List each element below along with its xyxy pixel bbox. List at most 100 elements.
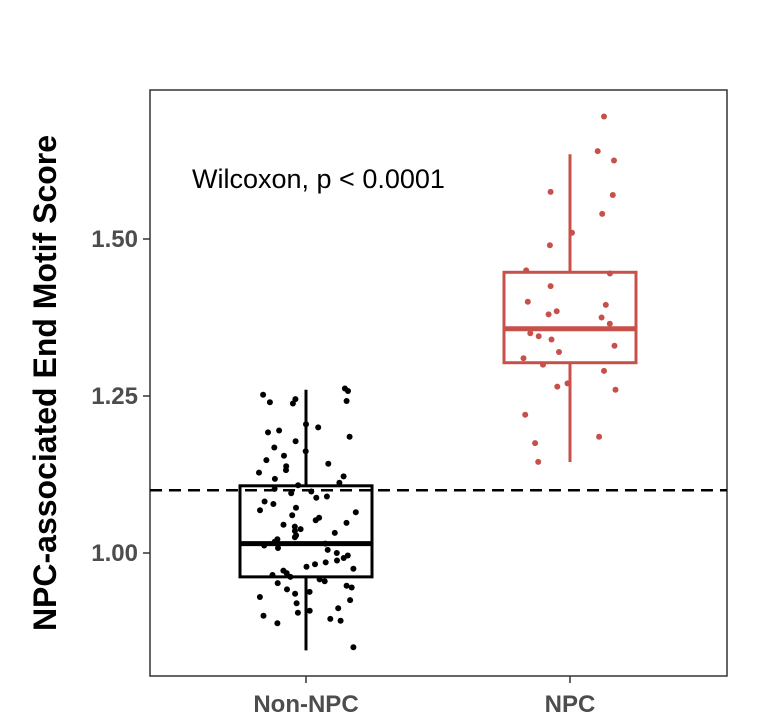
x-tick-label: NPC — [545, 691, 596, 718]
data-point — [535, 458, 542, 465]
data-point — [303, 563, 310, 570]
data-point — [527, 330, 534, 337]
data-point — [269, 572, 276, 578]
data-point — [609, 192, 616, 198]
data-point — [287, 573, 294, 580]
data-point — [256, 594, 263, 600]
data-point — [520, 355, 527, 362]
data-point — [312, 517, 319, 524]
data-point — [524, 298, 531, 305]
data-point — [601, 367, 607, 374]
data-point — [345, 388, 351, 394]
data-point — [263, 457, 270, 464]
data-point — [295, 482, 302, 489]
data-point — [256, 469, 262, 476]
data-point — [346, 433, 353, 440]
data-point — [606, 320, 613, 327]
data-point — [276, 427, 283, 434]
data-point — [308, 488, 315, 495]
data-point — [293, 504, 299, 511]
data-point — [334, 557, 340, 564]
data-point — [323, 493, 330, 500]
data-point — [547, 283, 554, 290]
data-point — [337, 617, 344, 624]
data-point — [293, 600, 300, 607]
x-axis: Non-NPC NPC — [253, 676, 595, 718]
data-point — [343, 398, 350, 404]
y-axis-title: NPC-associated End Motif Score — [27, 135, 63, 631]
data-point — [291, 523, 298, 530]
data-point — [271, 444, 278, 451]
data-point — [288, 490, 295, 497]
data-point — [322, 559, 329, 566]
data-point — [553, 308, 560, 315]
data-point — [303, 421, 309, 428]
y-tick-label: 1.25 — [91, 383, 138, 410]
data-point — [335, 605, 342, 612]
data-point — [322, 540, 329, 547]
data-point — [292, 590, 299, 597]
data-point — [271, 485, 278, 492]
points-non-npc — [256, 385, 359, 651]
data-point — [343, 582, 350, 589]
y-tick-label: 1.50 — [91, 226, 138, 253]
data-point — [611, 157, 617, 164]
data-point — [336, 479, 343, 486]
data-point — [266, 399, 273, 406]
data-point — [535, 333, 542, 340]
data-point — [271, 475, 278, 482]
data-point — [265, 429, 271, 436]
data-point — [283, 467, 289, 474]
points-npc — [520, 113, 619, 465]
data-point — [594, 148, 601, 155]
data-point — [283, 570, 290, 577]
data-point — [331, 529, 338, 536]
data-point — [260, 612, 267, 619]
data-point — [297, 526, 304, 533]
data-point — [350, 644, 357, 651]
data-point — [564, 380, 571, 387]
data-point — [611, 342, 618, 349]
data-point — [324, 546, 331, 553]
data-point — [522, 411, 529, 418]
data-point — [602, 301, 609, 308]
wilcoxon-annotation: Wilcoxon, p < 0.0001 — [192, 164, 445, 194]
data-point — [352, 509, 359, 516]
y-axis: 1.00 1.25 1.50 — [91, 226, 150, 567]
data-point — [546, 242, 553, 249]
data-point — [333, 550, 340, 556]
data-point — [523, 267, 530, 274]
data-point — [315, 424, 322, 431]
data-point — [547, 188, 554, 195]
data-point — [284, 586, 290, 593]
data-point — [598, 314, 605, 321]
data-point — [569, 229, 575, 236]
data-point — [612, 386, 619, 393]
data-point — [545, 311, 552, 318]
data-point — [289, 400, 296, 407]
data-point — [291, 534, 298, 541]
data-point — [306, 588, 313, 595]
data-point — [275, 545, 281, 551]
data-point — [270, 501, 277, 507]
data-point — [348, 584, 355, 591]
x-tick-label: Non-NPC — [253, 691, 358, 718]
data-point — [294, 609, 301, 616]
marks-layer — [150, 113, 727, 651]
data-point — [347, 597, 354, 604]
data-point — [325, 460, 332, 467]
data-point — [313, 494, 320, 501]
data-point — [532, 440, 539, 447]
data-point — [340, 473, 347, 480]
data-point — [340, 555, 347, 561]
data-point — [280, 521, 287, 528]
data-point — [271, 538, 278, 545]
data-point — [261, 498, 268, 505]
data-point — [554, 383, 561, 390]
data-point — [261, 542, 268, 549]
data-point — [274, 580, 281, 587]
data-point — [302, 448, 309, 455]
data-point — [292, 438, 299, 445]
data-point — [281, 452, 287, 459]
